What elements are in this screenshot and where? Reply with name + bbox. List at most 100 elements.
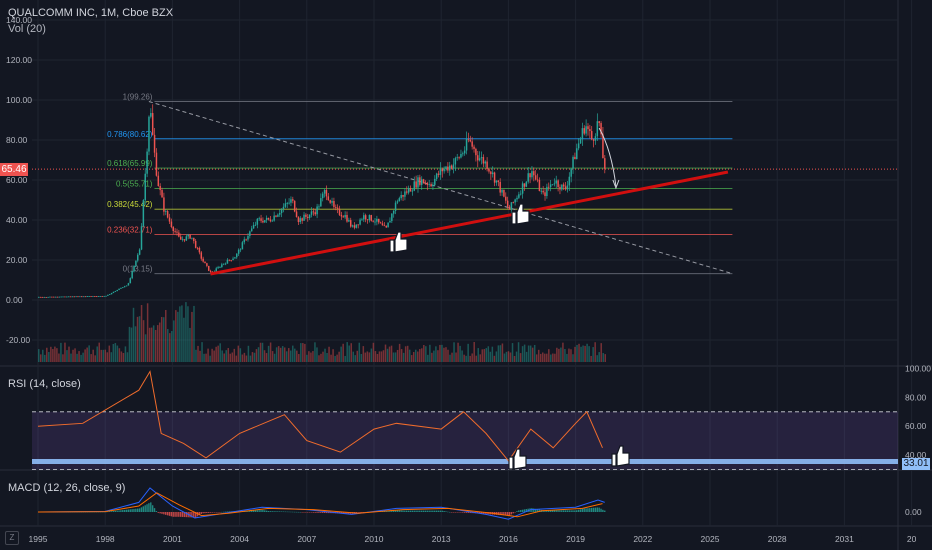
macd-histogram-bar (161, 512, 163, 514)
macd-histogram-bar (305, 512, 307, 513)
volume-bar (602, 353, 604, 362)
volume-bar (239, 348, 242, 362)
volume-bar (142, 320, 145, 362)
price-candle (260, 218, 262, 221)
thumbs-up-icon (611, 445, 630, 467)
macd-histogram-bar (533, 508, 535, 512)
macd-histogram-bar (166, 512, 169, 516)
macd-histogram-bar (501, 512, 503, 516)
price-candle (118, 288, 120, 290)
volume-bar (546, 353, 548, 362)
volume-bar (360, 353, 363, 362)
volume-bar (368, 352, 371, 362)
volume-bar (523, 344, 526, 362)
volume-bar (596, 355, 598, 362)
price-candle (462, 153, 464, 155)
macd-histogram-bar (407, 510, 410, 512)
price-candle (278, 213, 281, 215)
volume-bar (229, 353, 232, 362)
price-candle (105, 295, 107, 297)
macd-histogram-bar (572, 510, 574, 512)
volume-bar (481, 349, 484, 362)
price-candle (99, 296, 102, 297)
macd-histogram-bar (519, 510, 522, 512)
volume-bar (261, 342, 264, 362)
volume-bar (100, 349, 102, 362)
macd-histogram-bar (559, 510, 561, 512)
macd-histogram-bar (564, 510, 567, 512)
price-candle (45, 297, 47, 298)
macd-histogram-bar (194, 512, 197, 518)
volume-bar (205, 353, 207, 362)
zoom-button[interactable]: Z (5, 531, 19, 545)
volume-bar (253, 352, 256, 362)
macd-histogram-bar (178, 512, 180, 517)
volume-bar (552, 353, 554, 362)
macd-histogram-bar (286, 511, 288, 513)
volume-bar (527, 345, 530, 362)
volume-bar (140, 305, 143, 362)
volume-bar (120, 351, 123, 362)
price-candle (548, 186, 550, 188)
price-candle (463, 150, 466, 154)
volume-bar (298, 354, 300, 362)
price-candle (391, 213, 393, 222)
price-candle (320, 198, 322, 207)
macd-histogram-bar (450, 512, 453, 513)
macd-histogram-bar (531, 508, 533, 512)
volume-bar (396, 349, 399, 362)
volume-bar (471, 353, 473, 362)
macd-histogram-bar (594, 507, 597, 512)
macd-histogram-bar (411, 510, 414, 512)
price-candle (329, 200, 331, 203)
volume-bar (600, 343, 602, 362)
macd-histogram-bar (419, 510, 421, 512)
macd-histogram-bar (583, 508, 585, 512)
volume-bar (402, 352, 405, 362)
volume-bar (435, 346, 437, 362)
price-candle (90, 296, 92, 297)
macd-histogram-bar (280, 511, 283, 512)
price-candle (112, 291, 115, 293)
price-candle (194, 240, 197, 248)
volume-bar (531, 347, 534, 362)
price-candle (224, 263, 227, 265)
fib-level-label: 0.618(65.99) (107, 159, 153, 168)
price-candle (39, 296, 42, 298)
price-candle (142, 200, 145, 227)
macd-histogram-bar (340, 512, 343, 514)
price-candle (589, 129, 591, 132)
price-candle (157, 175, 160, 187)
volume-bar (60, 342, 62, 362)
price-candle (47, 296, 49, 298)
volume-bar (320, 353, 322, 362)
volume-bar (271, 351, 274, 362)
macd-histogram-bar (400, 510, 402, 512)
volume-bar (179, 306, 181, 362)
time-axis-tick: 2022 (633, 534, 652, 544)
price-candle (553, 183, 556, 185)
price-candle (108, 294, 111, 296)
volume-bar (160, 316, 163, 362)
volume-bar (277, 346, 280, 362)
volume-bar (241, 354, 244, 362)
macd-histogram-bar (460, 512, 462, 513)
macd-histogram-bar (355, 512, 357, 513)
price-candle (123, 286, 126, 288)
volume-bar (439, 344, 441, 362)
macd-histogram-bar (183, 512, 186, 518)
rsi-axis-tick: 100.00 (905, 364, 931, 374)
macd-histogram-bar (153, 508, 156, 512)
signal-line (37, 492, 603, 518)
price-candle (333, 200, 335, 208)
price-candle (49, 296, 51, 298)
price-candle (503, 189, 505, 197)
volume-bar (106, 352, 109, 362)
price-candle (486, 161, 488, 170)
volume-bar (52, 349, 54, 362)
volume-bar (187, 306, 189, 362)
volume-bar (112, 343, 115, 362)
price-candle (587, 126, 589, 130)
volume-bar (376, 353, 379, 362)
volume-bar (300, 343, 302, 362)
